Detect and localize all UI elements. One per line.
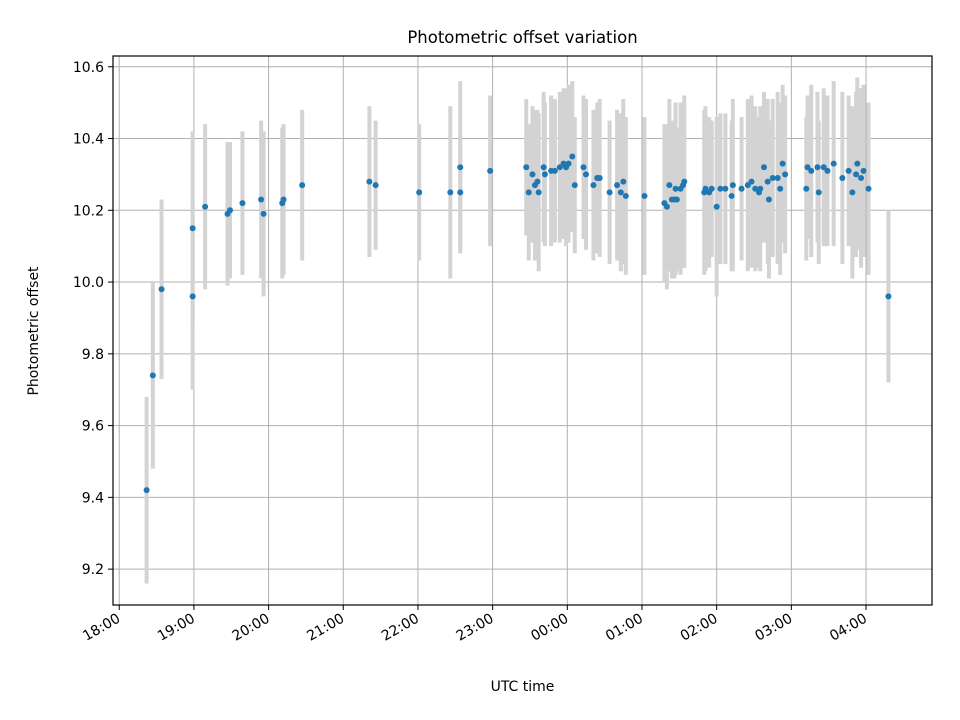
y-axis-ticks: 9.2 9.4 9.6 9.8 10.0 10.2 10.4 10.6: [73, 60, 113, 578]
y-tick-label: 10.4: [73, 132, 104, 148]
data-point: [814, 164, 821, 171]
data-point: [865, 185, 872, 192]
data-point: [765, 196, 772, 203]
data-point: [447, 189, 454, 196]
data-point: [158, 286, 165, 293]
data-point: [702, 185, 709, 192]
data-point: [752, 185, 759, 192]
data-point: [372, 182, 379, 189]
data-point: [149, 372, 156, 379]
data-point: [614, 182, 621, 189]
data-point: [748, 178, 755, 185]
data-point: [258, 196, 265, 203]
data-point: [666, 182, 673, 189]
data-point: [803, 185, 810, 192]
data-point: [824, 167, 831, 174]
data-point: [189, 225, 196, 232]
data-point: [620, 178, 627, 185]
data-point: [858, 175, 865, 181]
data-point: [860, 167, 867, 174]
data-point: [590, 182, 597, 189]
y-tick-label: 9.6: [82, 419, 104, 435]
data-point: [820, 164, 827, 171]
data-point: [777, 185, 784, 192]
data-point: [551, 167, 558, 174]
data-point: [239, 200, 246, 207]
data-point: [523, 164, 530, 171]
data-point: [744, 182, 751, 189]
y-tick-label: 10.0: [73, 275, 104, 291]
data-point: [617, 189, 624, 196]
data-point: [280, 196, 287, 203]
y-tick-label: 10.6: [73, 60, 104, 76]
data-point: [808, 167, 815, 174]
data-point: [854, 160, 861, 167]
data-point: [713, 203, 720, 210]
data-point: [673, 196, 680, 203]
data-point: [853, 171, 860, 178]
data-point: [708, 185, 715, 192]
data-point: [769, 175, 776, 181]
data-point: [757, 185, 764, 192]
data-point: [760, 164, 767, 171]
data-points: [143, 153, 892, 494]
data-point: [529, 171, 536, 178]
y-tick-label: 10.2: [73, 203, 104, 219]
data-point: [815, 189, 822, 196]
data-point: [782, 171, 789, 178]
data-point: [556, 164, 563, 171]
data-point: [641, 192, 648, 199]
data-point: [717, 185, 724, 192]
y-tick-label: 9.4: [82, 490, 104, 506]
data-point: [541, 171, 548, 178]
data-point: [227, 207, 233, 214]
data-point: [525, 189, 532, 196]
data-point: [299, 182, 306, 189]
data-point: [202, 203, 209, 210]
data-point: [738, 185, 745, 192]
data-point: [260, 210, 267, 217]
data-point: [728, 192, 735, 199]
data-point: [457, 164, 464, 171]
data-point: [487, 167, 494, 174]
data-point: [571, 182, 578, 189]
data-point: [569, 153, 576, 160]
data-point: [606, 189, 613, 196]
data-point: [722, 185, 729, 192]
data-point: [845, 167, 852, 174]
data-point: [622, 192, 629, 199]
data-point: [534, 178, 541, 185]
data-point: [774, 175, 781, 181]
data-point: [729, 182, 736, 189]
data-point: [779, 160, 786, 167]
data-point: [535, 189, 542, 196]
chart-title: Photometric offset variation: [407, 28, 637, 47]
data-point: [416, 189, 423, 196]
y-tick-label: 9.2: [82, 562, 104, 578]
data-point: [582, 171, 589, 178]
data-point: [663, 203, 670, 210]
data-point: [366, 178, 373, 185]
data-point: [596, 175, 603, 181]
data-point: [540, 164, 547, 171]
data-point: [885, 293, 892, 300]
data-point: [143, 487, 150, 494]
data-point: [849, 189, 856, 196]
data-point: [580, 164, 587, 171]
data-point: [830, 160, 837, 167]
data-point: [804, 164, 811, 171]
y-tick-label: 9.8: [82, 347, 104, 363]
data-point: [764, 178, 771, 185]
data-point: [672, 185, 679, 192]
data-point: [839, 175, 846, 181]
data-point: [189, 293, 196, 300]
data-point: [681, 178, 688, 185]
x-axis-label: UTC time: [491, 679, 555, 695]
data-point: [565, 160, 572, 167]
plot-frame: [112, 55, 933, 606]
y-axis-label: Photometric offset: [26, 266, 42, 396]
data-point: [457, 189, 464, 196]
